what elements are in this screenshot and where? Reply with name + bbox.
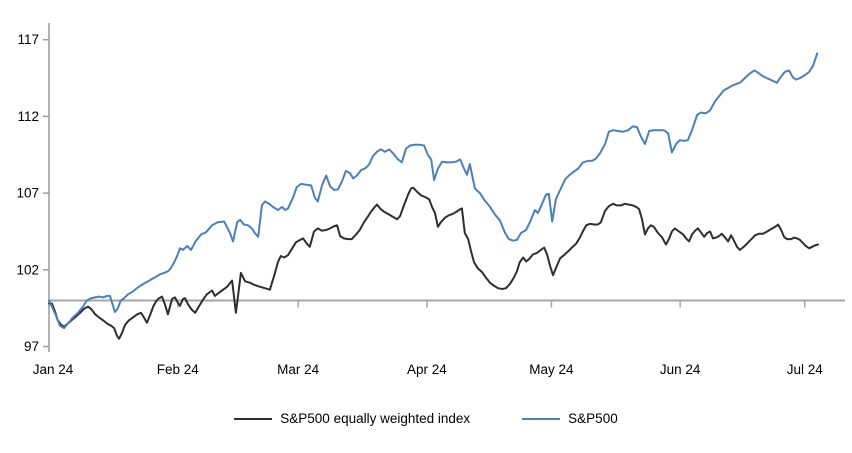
y-tick-label: 117 — [17, 32, 39, 47]
x-tick-label: Apr 24 — [407, 362, 447, 377]
x-tick-label: Feb 24 — [157, 362, 200, 377]
series-line-sp500 — [48, 52, 819, 330]
legend-item-sp500: S&P500 — [522, 411, 618, 426]
legend-line-sp500-icon — [522, 417, 561, 420]
x-tick-label: Jul 24 — [787, 362, 824, 377]
y-tick-label: 102 — [16, 262, 39, 277]
x-tick-label: Jun 24 — [660, 362, 701, 377]
y-tick-label: 107 — [16, 186, 39, 201]
legend: S&P500 equally weighted index S&P500 — [0, 411, 852, 426]
x-tick-label: Mar 24 — [277, 362, 320, 377]
series-line-sp500-equal-weight — [48, 186, 819, 340]
legend-item-sp500-equal-weight: S&P500 equally weighted index — [234, 411, 470, 426]
legend-line-sp500-equal-weight-icon — [234, 417, 273, 420]
legend-label-sp500-equal-weight: S&P500 equally weighted index — [280, 411, 471, 426]
legend-label-sp500: S&P500 — [568, 411, 618, 426]
x-tick-label: May 24 — [529, 362, 574, 377]
y-tick-label: 112 — [17, 109, 39, 124]
y-tick-label: 97 — [24, 339, 39, 354]
x-tick-label: Jan 24 — [33, 362, 74, 377]
